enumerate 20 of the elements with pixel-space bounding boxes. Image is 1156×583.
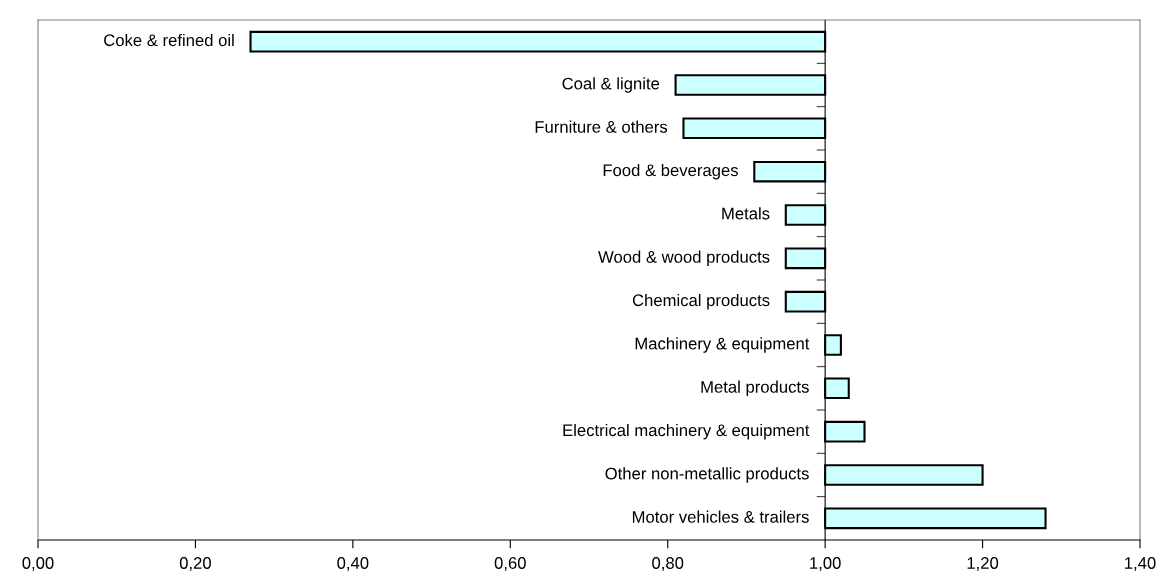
y-tick-label: Machinery & equipment bbox=[635, 337, 810, 353]
y-tick-label: Coke & refined oil bbox=[104, 33, 234, 47]
y-tick-label: Food & beverages bbox=[603, 163, 738, 180]
y-tick-label: Metal products bbox=[701, 380, 809, 397]
x-tick-label: 1,40 bbox=[1125, 557, 1156, 571]
y-tick-label: Coal & lignite bbox=[562, 77, 660, 93]
y-tick-label: Electrical machinery & equipment bbox=[563, 423, 810, 440]
x-tick-label: 0,80 bbox=[652, 557, 684, 571]
y-tick-label: Other non-metallic products bbox=[605, 467, 809, 483]
y-tick-label: Motor vehicles & trailers bbox=[632, 510, 809, 523]
y-tick-label: Wood & wood products bbox=[598, 250, 770, 267]
y-tick-label: Chemical products bbox=[632, 293, 770, 310]
x-tick-label: 0,20 bbox=[179, 557, 211, 571]
x-tick-label: 0,40 bbox=[337, 557, 369, 571]
x-tick-label: 0,00 bbox=[22, 557, 54, 571]
x-tick-label: 0,60 bbox=[494, 557, 526, 571]
y-tick-label: Metals bbox=[722, 207, 770, 220]
x-tick-label: 1,00 bbox=[810, 557, 841, 571]
y-tick-label: Furniture & others bbox=[535, 120, 668, 133]
x-tick-label: 1,20 bbox=[967, 557, 999, 571]
